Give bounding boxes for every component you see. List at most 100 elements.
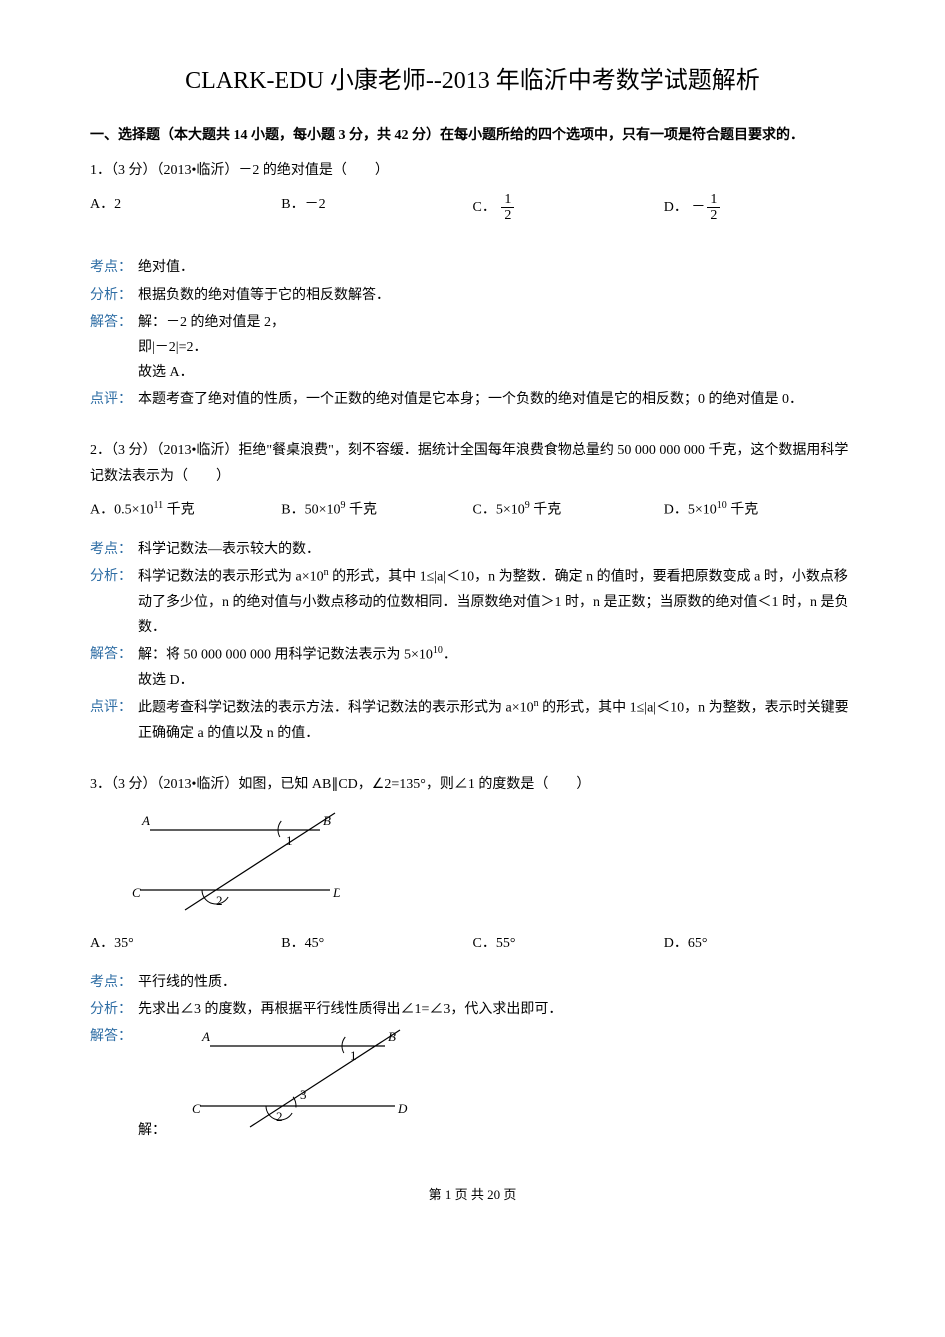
svg-text:B: B: [388, 1029, 396, 1044]
jieda-content: 解：将 50 000 000 000 用科学记数法表示为 5×1010． 故选 …: [138, 642, 855, 693]
q3-stem: 3．（3 分）（2013•临沂）如图，已知 AB∥CD，∠2=135°，则∠1 …: [90, 772, 855, 797]
svg-text:A: A: [201, 1029, 210, 1044]
svg-text:D: D: [332, 885, 340, 900]
parallel-lines-diagram-with-angle3: ABCD123: [170, 1024, 410, 1134]
page-title: CLARK-EDU 小康老师--2013 年临沂中考数学试题解析: [90, 60, 855, 103]
q3-diagram: ABCD12: [120, 805, 855, 924]
opt-suffix: 千克: [727, 503, 759, 518]
fenxi-content: 根据负数的绝对值等于它的相反数解答．: [138, 283, 855, 308]
jieda-label: 解答：: [90, 642, 138, 667]
dianping-content: 本题考查了绝对值的性质，一个正数的绝对值是它本身；一个负数的绝对值是它的相反数；…: [138, 387, 855, 412]
kaodian-content: 平行线的性质．: [138, 970, 855, 995]
fenxi-label: 分析：: [90, 283, 138, 308]
q1-opt-b: B．－2: [281, 192, 472, 224]
svg-text:2: 2: [216, 893, 223, 908]
q3-opt-b: B．45°: [281, 931, 472, 956]
fenxi-content: 科学记数法的表示形式为 a×10n 的形式，其中 1≤|a|＜10，n 为整数．…: [138, 564, 855, 640]
opt-label: B．: [281, 197, 304, 212]
q1-stem: 1．（3 分）（2013•临沂）－2 的绝对值是（ ）: [90, 158, 855, 183]
svg-text:2: 2: [276, 1109, 283, 1124]
fenxi-content: 先求出∠3 的度数，再根据平行线性质得出∠1=∠3，代入求出即可．: [138, 997, 855, 1022]
kaodian-label: 考点：: [90, 970, 138, 995]
frac-num: 1: [501, 192, 514, 208]
jieda-part: 解：将 50 000 000 000 用科学记数法表示为 5×10: [138, 648, 433, 663]
jieda-label: 解答：: [90, 310, 138, 335]
section-heading: 一、选择题（本大题共 14 小题，每小题 3 分，共 42 分）在每小题所给的四…: [90, 123, 855, 148]
q2-fenxi: 分析： 科学记数法的表示形式为 a×10n 的形式，其中 1≤|a|＜10，n …: [90, 564, 855, 640]
q1-kaodian: 考点： 绝对值．: [90, 255, 855, 280]
dianping-part: 此题考查科学记数法的表示方法．科学记数法的表示形式为 a×10: [138, 701, 534, 716]
frac-num: 1: [707, 192, 720, 208]
svg-text:A: A: [141, 813, 150, 828]
svg-text:3: 3: [300, 1087, 307, 1102]
q1-options: A．2 B．－2 C． 12 D． －12: [90, 192, 855, 224]
svg-text:C: C: [132, 885, 141, 900]
footer-text: 第: [429, 1187, 445, 1202]
jieda-part: ．: [443, 648, 457, 663]
q1-opt-d: D． －12: [664, 192, 855, 224]
exp: 10: [717, 500, 727, 511]
kaodian-label: 考点：: [90, 255, 138, 280]
parallel-lines-diagram: ABCD12: [120, 805, 340, 915]
q3-opt-d: D．65°: [664, 931, 855, 956]
q3-opt-a: A．35°: [90, 931, 281, 956]
opt-label: D．: [664, 200, 688, 215]
page-total: 20: [487, 1187, 500, 1202]
opt-text: A．0.5×10: [90, 503, 154, 518]
q3-kaodian: 考点： 平行线的性质．: [90, 970, 855, 995]
fenxi-part: 科学记数法的表示形式为 a×10: [138, 570, 324, 585]
jieda-label: 解答：: [90, 1024, 138, 1049]
exp: 11: [154, 500, 164, 511]
q3-solution-diagram: ABCD123: [170, 1024, 410, 1143]
jieda-line: 解：－2 的绝对值是 2，: [138, 310, 855, 335]
fraction-half: 12: [501, 192, 514, 224]
q2-kaodian: 考点： 科学记数法—表示较大的数．: [90, 537, 855, 562]
page-footer: 第 1 页 共 20 页: [90, 1183, 855, 1206]
q2-opt-c: C．5×109 千克: [473, 497, 664, 523]
q2-dianping: 点评： 此题考查科学记数法的表示方法．科学记数法的表示形式为 a×10n 的形式…: [90, 695, 855, 746]
dianping-label: 点评：: [90, 695, 138, 720]
q1-dianping: 点评： 本题考查了绝对值的性质，一个正数的绝对值是它本身；一个负数的绝对值是它的…: [90, 387, 855, 412]
svg-text:1: 1: [350, 1048, 357, 1063]
jieda-content: 解：－2 的绝对值是 2， 即|－2|=2． 故选 A．: [138, 310, 855, 386]
opt-label: A．: [90, 197, 114, 212]
q2-options: A．0.5×1011 千克 B．50×109 千克 C．5×109 千克 D．5…: [90, 497, 855, 523]
q1-fenxi: 分析： 根据负数的绝对值等于它的相反数解答．: [90, 283, 855, 308]
q2-opt-b: B．50×109 千克: [281, 497, 472, 523]
opt-suffix: 千克: [163, 503, 195, 518]
svg-text:C: C: [192, 1101, 201, 1116]
q1-opt-c: C． 12: [473, 192, 664, 224]
q3-opt-c: C．55°: [473, 931, 664, 956]
opt-text: B．50×10: [281, 503, 340, 518]
q1-opt-a: A．2: [90, 192, 281, 224]
opt-text: D．5×10: [664, 503, 717, 518]
q2-opt-d: D．5×1010 千克: [664, 497, 855, 523]
jieda-line: 即|－2|=2．: [138, 335, 855, 360]
exp: 10: [433, 645, 443, 656]
q2-opt-a: A．0.5×1011 千克: [90, 497, 281, 523]
jieda-pre: 解：: [138, 1118, 166, 1143]
opt-value: －2: [305, 197, 326, 212]
q2-stem: 2．（3 分）（2013•临沂）拒绝"餐桌浪费"，刻不容缓．据统计全国每年浪费食…: [90, 438, 855, 488]
frac-den: 2: [707, 208, 720, 223]
footer-text: 页 共: [451, 1187, 487, 1202]
neg-sign: －: [691, 200, 705, 215]
kaodian-content: 科学记数法—表示较大的数．: [138, 537, 855, 562]
opt-suffix: 千克: [345, 503, 377, 518]
svg-text:B: B: [323, 813, 331, 828]
jieda-line: 故选 D．: [138, 668, 855, 693]
opt-label: C．: [473, 200, 496, 215]
q3-fenxi: 分析： 先求出∠3 的度数，再根据平行线性质得出∠1=∠3，代入求出即可．: [90, 997, 855, 1022]
dianping-content: 此题考查科学记数法的表示方法．科学记数法的表示形式为 a×10n 的形式，其中 …: [138, 695, 855, 746]
q2-jieda: 解答： 解：将 50 000 000 000 用科学记数法表示为 5×1010．…: [90, 642, 855, 693]
opt-suffix: 千克: [530, 503, 562, 518]
fraction-half: 12: [707, 192, 720, 224]
kaodian-label: 考点：: [90, 537, 138, 562]
fenxi-label: 分析：: [90, 997, 138, 1022]
frac-den: 2: [501, 208, 514, 223]
kaodian-content: 绝对值．: [138, 255, 855, 280]
q3-jieda: 解答： 解： ABCD123: [90, 1024, 855, 1143]
jieda-content: 解： ABCD123: [138, 1024, 855, 1143]
opt-value: 2: [114, 197, 121, 212]
q1-jieda: 解答： 解：－2 的绝对值是 2， 即|－2|=2． 故选 A．: [90, 310, 855, 386]
